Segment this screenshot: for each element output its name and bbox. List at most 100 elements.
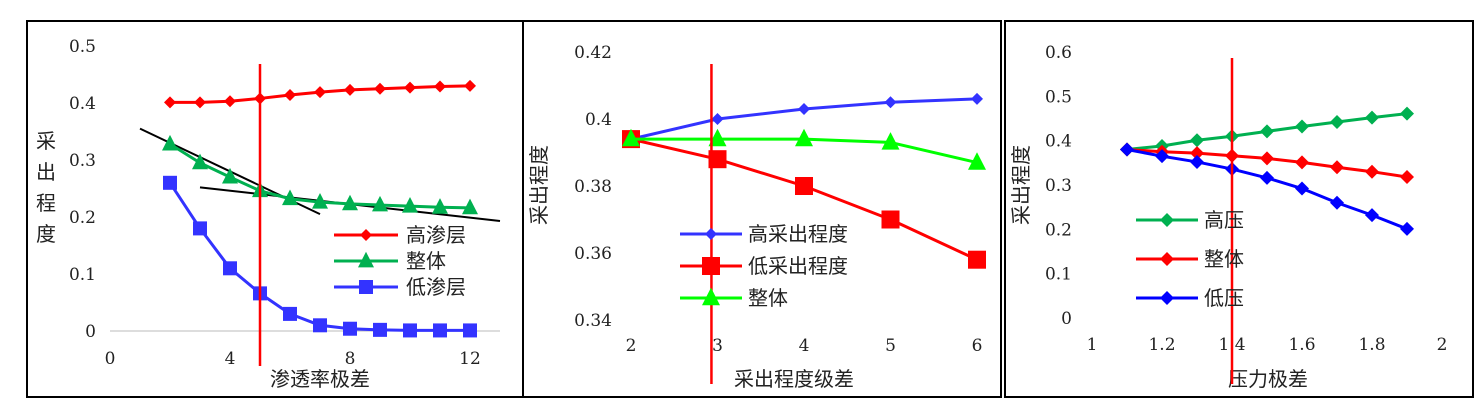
data-point — [283, 306, 297, 321]
data-point — [163, 175, 177, 190]
x-tick-label: 3 — [712, 336, 723, 356]
y-tick-label: 0.2 — [1045, 220, 1072, 240]
legend-swatch-marker — [1160, 291, 1174, 305]
data-point — [162, 134, 178, 151]
data-point — [312, 192, 328, 209]
data-point — [404, 81, 416, 94]
legend-swatch-marker — [702, 257, 720, 275]
legend-label: 低采出程度 — [748, 254, 848, 278]
x-tick-label: 4 — [225, 349, 236, 369]
data-point — [342, 194, 358, 211]
data-point — [1295, 181, 1309, 196]
data-point — [373, 322, 387, 337]
data-point — [1365, 164, 1379, 179]
x-tick-label: 2 — [1437, 335, 1448, 355]
data-point — [1295, 155, 1309, 170]
data-point — [884, 96, 897, 109]
legend-label: 整体 — [1204, 247, 1244, 271]
data-point — [968, 250, 986, 269]
chart-2: 0.34 0.36 0.38 0.4 0.42 2 3 4 5 6 采出程度级差 采出程度高采出程度低… — [527, 43, 986, 391]
chart-3: 00.10.20.30.40.50.611.21.41.61.82压力极差采出程… — [1009, 43, 1447, 391]
data-point — [314, 86, 326, 99]
data-point — [1260, 124, 1274, 139]
data-point — [1260, 170, 1274, 185]
y-tick-label: 0.36 — [574, 244, 612, 264]
data-point — [881, 132, 900, 150]
data-point — [192, 153, 208, 170]
y-axis-label: 采出程度 — [36, 129, 56, 246]
x-tick-label: 1 — [1087, 335, 1098, 355]
y-tick-label: 0.38 — [574, 177, 612, 197]
data-point — [284, 89, 296, 102]
data-point — [194, 96, 206, 109]
data-point — [222, 167, 238, 184]
x-tick-label: 5 — [885, 336, 896, 356]
legend-label: 整体 — [748, 286, 788, 310]
x-tick-label: 4 — [799, 336, 810, 356]
legend-label: 高渗层 — [406, 223, 466, 247]
legend-swatch-marker — [359, 280, 373, 294]
data-point — [795, 128, 813, 147]
data-point — [1400, 170, 1414, 185]
x-axis-label: 压力极差 — [1228, 367, 1308, 391]
data-point — [708, 128, 727, 147]
legend-swatch-marker — [702, 287, 720, 306]
y-tick-label: 0.34 — [574, 311, 612, 331]
data-point — [881, 210, 900, 229]
data-point — [313, 318, 327, 333]
y-tick-label: 0 — [1061, 309, 1072, 329]
data-point — [622, 128, 640, 147]
data-point — [708, 150, 727, 169]
data-point — [1120, 142, 1134, 157]
x-tick-label: 8 — [345, 349, 356, 369]
data-point — [223, 261, 237, 276]
y-axis-label: 采出程度 — [527, 145, 551, 225]
x-tick-label: 1.2 — [1148, 335, 1175, 355]
legend-label: 低压 — [1204, 286, 1244, 310]
data-point — [433, 323, 447, 338]
y-tick-label: 0.3 — [69, 151, 96, 171]
data-point — [224, 95, 236, 108]
x-tick-label: 12 — [459, 349, 481, 369]
data-point — [463, 323, 477, 338]
chart-panel-pressure — [1004, 20, 1474, 398]
y-tick-label: 0.42 — [574, 43, 612, 63]
legend-swatch-marker — [1160, 213, 1174, 227]
data-point — [164, 96, 176, 109]
data-point — [374, 82, 386, 95]
y-tick-label: 0.1 — [1045, 265, 1072, 285]
data-point — [711, 113, 724, 125]
x-tick-label: 1.6 — [1288, 335, 1315, 355]
x-tick-label: 6 — [972, 336, 983, 356]
data-point — [798, 102, 810, 115]
data-point — [402, 196, 418, 213]
y-tick-label: 0.5 — [1045, 87, 1072, 107]
legend-label: 整体 — [406, 249, 446, 273]
x-tick-label: 2 — [626, 336, 637, 356]
legend-swatch-marker — [1160, 252, 1174, 266]
data-point — [1330, 160, 1344, 175]
x-tick-label: 0 — [105, 349, 116, 369]
y-tick-label: 0.2 — [69, 208, 96, 228]
y-tick-label: 0.4 — [585, 110, 612, 130]
data-point — [971, 92, 983, 105]
legend-swatch-marker — [358, 251, 374, 268]
data-point — [795, 177, 813, 195]
y-axis-label: 采出程度 — [1009, 145, 1033, 225]
data-point — [1365, 208, 1379, 223]
data-point — [372, 195, 388, 212]
data-point — [1190, 154, 1204, 169]
data-point — [343, 321, 357, 336]
y-tick-label: 0 — [85, 322, 96, 342]
data-point — [282, 189, 298, 206]
y-tick-label: 0.4 — [1045, 132, 1072, 152]
y-tick-label: 0.5 — [69, 37, 96, 57]
legend-label: 低渗层 — [406, 275, 466, 299]
data-point — [1400, 106, 1414, 121]
data-point — [193, 221, 207, 236]
x-tick-label: 1.8 — [1358, 335, 1385, 355]
y-tick-label: 0.4 — [69, 94, 96, 114]
legend-swatch-marker — [705, 228, 717, 240]
